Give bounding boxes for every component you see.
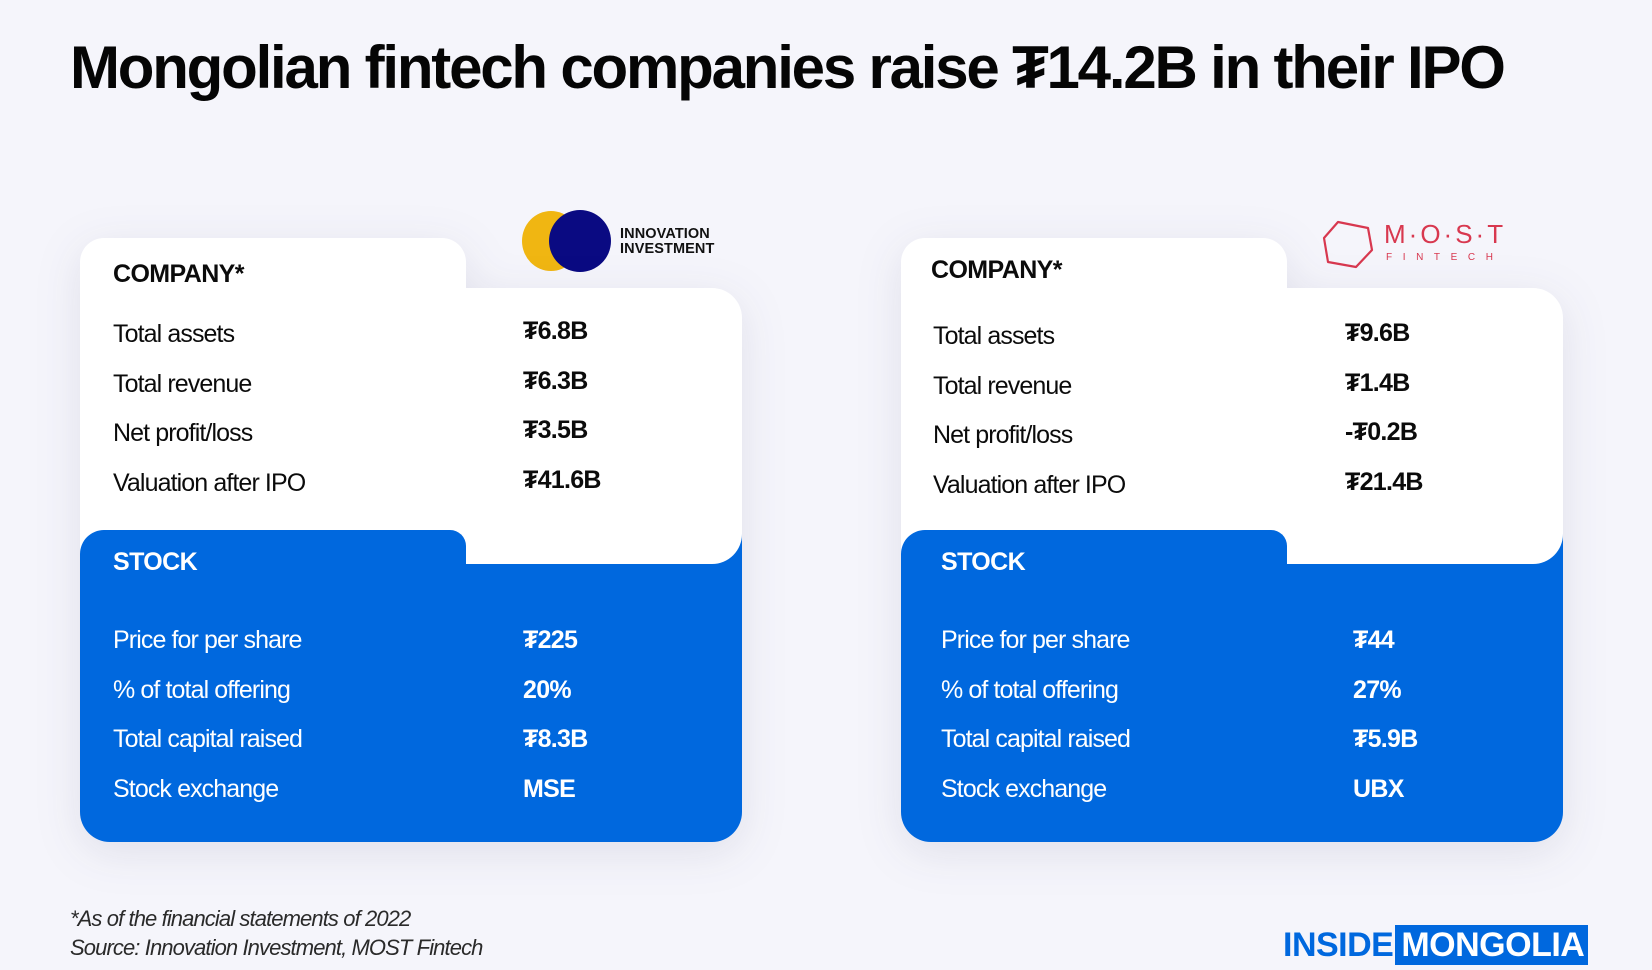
- stock-tab-cutout: [466, 530, 742, 564]
- stock-metrics: Price for per share ₮225 % of total offe…: [113, 616, 673, 814]
- metric-value: ₮3.5B: [523, 416, 588, 445]
- stock-metrics: Price for per share ₮44 % of total offer…: [941, 616, 1501, 814]
- stock-row: % of total offering 27%: [941, 666, 1501, 716]
- logo-line-2: INVESTMENT: [620, 241, 715, 257]
- metric-value: -₮0.2B: [1345, 418, 1418, 447]
- metric-value: ₮41.6B: [523, 465, 601, 494]
- stock-label: Stock exchange: [113, 774, 279, 803]
- metric-value: ₮21.4B: [1345, 467, 1423, 496]
- metric-value: ₮1.4B: [1345, 368, 1410, 397]
- stock-panel-bg: [901, 530, 1563, 842]
- stock-row: Stock exchange UBX: [941, 765, 1501, 815]
- stock-heading: STOCK: [941, 548, 1026, 576]
- metric-row: Total revenue ₮1.4B: [933, 362, 1493, 412]
- navy-circle-icon: [549, 210, 611, 272]
- stock-row: Price for per share ₮44: [941, 616, 1501, 666]
- logo-line-1: INNOVATION: [620, 226, 710, 242]
- stock-value: ₮44: [1353, 626, 1395, 655]
- stock-value: 27%: [1353, 675, 1402, 704]
- inside-mongolia-logo: INSIDE MONGOLIA: [1283, 925, 1589, 965]
- stock-label: Price for per share: [941, 626, 1130, 655]
- stock-label: % of total offering: [941, 675, 1119, 704]
- metric-value: ₮6.8B: [523, 317, 588, 346]
- stock-value: ₮225: [523, 626, 578, 655]
- most-wordmark: M·O·S·T: [1384, 219, 1507, 249]
- stock-value: UBX: [1353, 774, 1404, 803]
- footnote-source: Source: Innovation Investment, MOST Fint…: [70, 935, 483, 960]
- innovation-investment-card: COMPANY* Total assets ₮6.8B Total revenu…: [80, 238, 742, 842]
- footnote: *As of the financial statements of 2022 …: [70, 904, 483, 962]
- page-title: Mongolian fintech companies raise ₮14.2B…: [70, 34, 1506, 101]
- stock-label: Total capital raised: [941, 725, 1131, 754]
- stock-tab-corner: [450, 530, 466, 546]
- stock-row: Price for per share ₮225: [113, 616, 673, 666]
- hexagon-icon: [1322, 220, 1374, 269]
- stock-label: % of total offering: [113, 675, 291, 704]
- metric-row: Valuation after IPO ₮21.4B: [933, 461, 1493, 511]
- metric-row: Net profit/loss -₮0.2B: [933, 411, 1493, 461]
- stock-label: Stock exchange: [941, 774, 1107, 803]
- stock-value: ₮5.9B: [1353, 725, 1418, 754]
- metric-row: Total assets ₮9.6B: [933, 312, 1493, 362]
- metric-label: Total assets: [933, 322, 1055, 351]
- metric-label: Total revenue: [933, 371, 1072, 400]
- innovation-investment-logo: INNOVATION INVESTMENT: [522, 210, 732, 274]
- stock-label: Total capital raised: [113, 725, 303, 754]
- company-metrics: Total assets ₮9.6B Total revenue ₮1.4B N…: [933, 312, 1493, 510]
- most-fintech-logo: M·O·S·T FINTECH: [1322, 218, 1542, 274]
- fintech-wordmark: FINTECH: [1386, 252, 1504, 263]
- company-heading: COMPANY*: [931, 256, 1062, 284]
- stock-row: Total capital raised ₮5.9B: [941, 715, 1501, 765]
- stock-tab-cutout: [1287, 530, 1563, 564]
- metric-row: Total assets ₮6.8B: [113, 310, 673, 360]
- stock-tab-corner: [1271, 530, 1287, 546]
- stock-value: ₮8.3B: [523, 725, 588, 754]
- metric-label: Total revenue: [113, 369, 252, 398]
- stock-row: Total capital raised ₮8.3B: [113, 715, 673, 765]
- metric-row: Net profit/loss ₮3.5B: [113, 409, 673, 459]
- metric-label: Valuation after IPO: [933, 470, 1126, 499]
- stock-row: % of total offering 20%: [113, 666, 673, 716]
- stock-value: 20%: [523, 675, 572, 704]
- brand-mongolia: MONGOLIA: [1395, 925, 1589, 965]
- stock-panel-bg: [80, 530, 742, 842]
- metric-row: Total revenue ₮6.3B: [113, 360, 673, 410]
- company-metrics: Total assets ₮6.8B Total revenue ₮6.3B N…: [113, 310, 673, 508]
- metric-label: Total assets: [113, 320, 235, 349]
- metric-label: Net profit/loss: [933, 421, 1073, 450]
- metric-label: Valuation after IPO: [113, 468, 306, 497]
- stock-value: MSE: [523, 774, 576, 803]
- company-heading: COMPANY*: [113, 260, 244, 288]
- innovation-investment-wordmark: INNOVATION INVESTMENT: [620, 227, 714, 257]
- most-fintech-card: COMPANY* Total assets ₮9.6B Total revenu…: [901, 238, 1563, 842]
- stock-row: Stock exchange MSE: [113, 765, 673, 815]
- stock-label: Price for per share: [113, 626, 302, 655]
- stock-heading: STOCK: [113, 548, 198, 576]
- metric-label: Net profit/loss: [113, 419, 253, 448]
- footnote-note: *As of the financial statements of 2022: [70, 906, 411, 931]
- metric-row: Valuation after IPO ₮41.6B: [113, 459, 673, 509]
- brand-inside: INSIDE: [1283, 925, 1394, 964]
- metric-value: ₮9.6B: [1345, 319, 1410, 348]
- metric-value: ₮6.3B: [523, 366, 588, 395]
